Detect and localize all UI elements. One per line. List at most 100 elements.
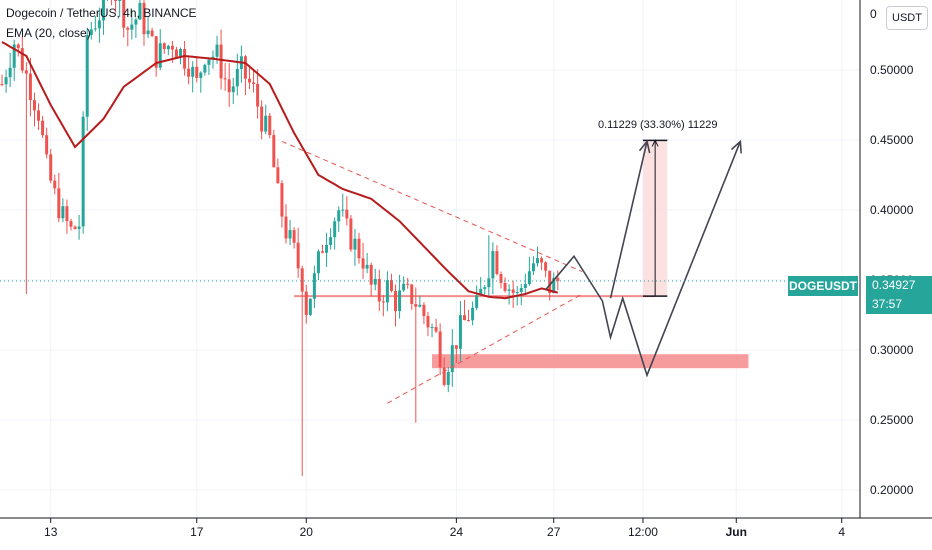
projection-arrowhead-2 bbox=[730, 139, 742, 154]
candle-body bbox=[203, 64, 207, 73]
support-zone-layer bbox=[294, 295, 749, 369]
candle-body bbox=[207, 59, 211, 65]
ema-line bbox=[1, 41, 559, 300]
candle-body bbox=[487, 278, 491, 288]
candle-body bbox=[349, 218, 353, 250]
candle-body bbox=[373, 278, 377, 285]
candle-body bbox=[300, 268, 304, 292]
measure-label: 0.11229 (33.30%) 11229 bbox=[598, 119, 717, 131]
candle-body bbox=[134, 19, 138, 25]
candle-body bbox=[81, 116, 85, 227]
candle-body bbox=[61, 206, 65, 219]
time-axis[interactable]: 13 17 20 24 27 12:00 Jun 4 bbox=[44, 518, 845, 539]
x-tick-label: Jun bbox=[726, 525, 747, 539]
candle-body bbox=[511, 289, 515, 294]
candle-body bbox=[515, 291, 519, 294]
candle-body bbox=[53, 180, 57, 189]
candle-body bbox=[316, 251, 320, 274]
candle-body bbox=[406, 283, 410, 285]
candle-body bbox=[179, 49, 183, 58]
candle-body bbox=[369, 264, 373, 285]
candle-body bbox=[462, 315, 466, 321]
support-zone[interactable] bbox=[432, 354, 749, 369]
candle-body bbox=[385, 280, 389, 303]
projection-arrowhead-1 bbox=[638, 139, 651, 154]
last-price-badge: 0.34927 37:57 bbox=[866, 276, 932, 314]
drawing-tools-layer[interactable] bbox=[281, 139, 742, 404]
candle-body bbox=[219, 44, 223, 79]
candle-body bbox=[361, 258, 365, 269]
candle-body bbox=[20, 48, 24, 71]
y-tick-label: 0.50000 bbox=[870, 63, 914, 77]
candle-body bbox=[247, 78, 251, 83]
candle-body bbox=[93, 28, 97, 30]
candle-body bbox=[276, 167, 280, 184]
candle-body bbox=[507, 289, 511, 291]
candle-body bbox=[73, 226, 77, 229]
x-tick-label: 27 bbox=[547, 525, 561, 539]
candle-body bbox=[426, 316, 430, 328]
y-tick-label: 0.30000 bbox=[870, 343, 914, 357]
triangle-lower-line[interactable] bbox=[387, 293, 583, 404]
candle-body bbox=[49, 154, 53, 181]
y-tick-label: 0.40000 bbox=[870, 203, 914, 217]
indicator-label[interactable]: EMA (20, close) bbox=[6, 26, 91, 40]
grid-lines bbox=[0, 0, 860, 518]
chart-title: Dogecoin / TetherUS, 4h, BINANCE bbox=[6, 6, 197, 20]
candle-body bbox=[467, 320, 471, 322]
candle-body bbox=[8, 67, 12, 78]
candle-body bbox=[471, 307, 475, 321]
candle-body bbox=[321, 251, 324, 253]
candle-body bbox=[402, 283, 406, 291]
candle-body bbox=[256, 83, 260, 107]
candle-body bbox=[4, 77, 8, 85]
candle-body bbox=[16, 44, 20, 49]
projection-arrow-1[interactable] bbox=[609, 141, 648, 299]
candle-body bbox=[410, 284, 414, 304]
candle-body bbox=[158, 43, 162, 68]
candle-body bbox=[89, 29, 93, 36]
x-tick-label: 4 bbox=[838, 525, 845, 539]
candle-body bbox=[495, 251, 499, 274]
candle-body bbox=[418, 304, 422, 307]
candle-body bbox=[195, 66, 199, 78]
candle-body bbox=[183, 49, 187, 69]
candle-body bbox=[101, 0, 105, 21]
currency-button[interactable]: USDT bbox=[886, 6, 928, 30]
candle-body bbox=[491, 251, 495, 279]
y-tick-label-top: 0 bbox=[870, 7, 877, 21]
x-tick-label: 13 bbox=[44, 525, 58, 539]
candle-body bbox=[381, 301, 385, 303]
candle-body bbox=[223, 78, 227, 80]
time-axis-bg bbox=[0, 518, 932, 550]
triangle-upper-line[interactable] bbox=[281, 140, 583, 273]
candle-body bbox=[97, 20, 101, 29]
candle-body bbox=[540, 258, 544, 263]
candle-body bbox=[475, 295, 479, 308]
candle-body bbox=[215, 44, 219, 57]
candle-body bbox=[77, 226, 81, 229]
candle-body bbox=[174, 49, 178, 58]
x-tick-label: 17 bbox=[190, 525, 204, 539]
ema-layer bbox=[1, 41, 559, 300]
candle-body bbox=[170, 45, 174, 50]
measure-arrowhead bbox=[651, 139, 659, 147]
candle-body bbox=[166, 45, 170, 50]
candle-body bbox=[45, 135, 49, 155]
candle-body bbox=[548, 270, 552, 294]
candle-body bbox=[345, 209, 349, 219]
candle-body bbox=[28, 73, 32, 101]
projection-path[interactable] bbox=[544, 141, 742, 378]
y-tick-label: 0.20000 bbox=[870, 483, 914, 497]
candle-body bbox=[325, 244, 329, 253]
candle-body bbox=[85, 35, 89, 117]
bar-countdown: 37:57 bbox=[872, 297, 903, 311]
candle-body bbox=[304, 291, 308, 315]
candle-body bbox=[450, 345, 454, 373]
candle-body bbox=[389, 280, 393, 291]
candle-body bbox=[434, 327, 438, 332]
candle-body bbox=[483, 287, 487, 289]
candle-body bbox=[394, 290, 398, 312]
candle-body bbox=[284, 216, 288, 239]
